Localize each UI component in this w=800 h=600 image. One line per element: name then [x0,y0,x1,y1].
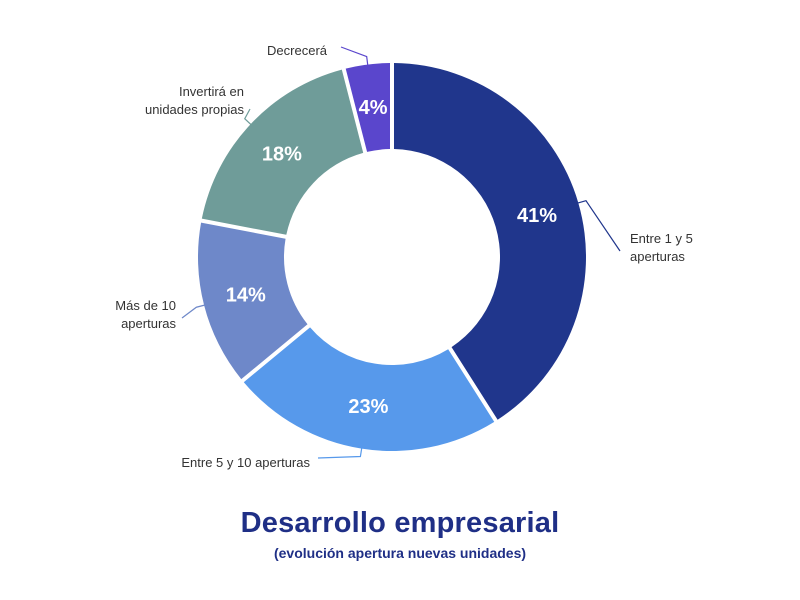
leader-line [317,446,363,459]
slice-category-label: Decrecerá [267,43,328,58]
slice-category-label: unidades propias [145,102,245,117]
chart-subtitle: (evolución apertura nuevas unidades) [273,545,527,561]
donut-slice [197,222,308,380]
slice-value-label: 41% [517,205,557,227]
donut-slice [345,63,391,152]
slice-category-label: Entre 1 y 5 [630,231,693,246]
slice-value-label: 23% [348,396,388,418]
leader-line [181,304,207,319]
slice-category-label: Invertirá en [179,84,244,99]
slice-category-label: aperturas [121,316,176,331]
slice-category-label: Entre 5 y 10 aperturas [181,455,310,470]
leader-line [576,199,621,252]
slice-value-label: 14% [226,285,266,307]
donut-slice [393,63,586,420]
slice-category-label: Más de 10 [115,298,176,313]
chart-title: Desarrollo empresarial [240,507,560,539]
slice-value-label: 4% [359,97,388,119]
leader-line [340,46,369,67]
donut-slice [201,69,364,235]
donut-slice [243,327,495,451]
slice-value-label: 18% [262,144,302,166]
leader-line [244,108,253,127]
slice-category-label: aperturas [630,249,685,264]
